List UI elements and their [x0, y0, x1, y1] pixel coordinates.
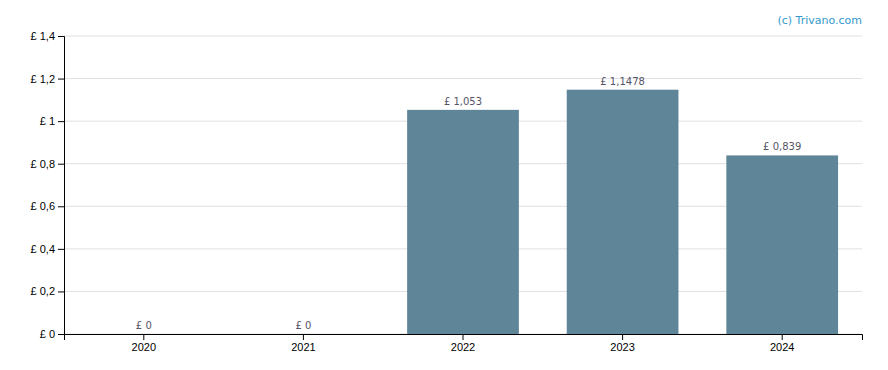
x-tick-label: 2022 [451, 341, 475, 353]
y-tick-mark [58, 206, 64, 207]
y-tick-label: £ 0 [40, 328, 55, 340]
bar [567, 90, 679, 334]
bars [407, 90, 838, 334]
grid-line [64, 78, 862, 79]
x-tick: 2022 [451, 334, 475, 353]
x-axis: 2020 2021 2022 2023 2024 [65, 334, 863, 353]
y-tick-mark [58, 334, 64, 335]
y-tick: £ 0,8 [31, 158, 64, 170]
x-axis-line [65, 335, 863, 341]
y-tick-label: £ 1,2 [31, 73, 55, 85]
grid-line [64, 36, 862, 37]
data-label: £ 0 [136, 320, 152, 331]
x-tick-label: 2023 [610, 341, 634, 353]
data-label: £ 0,839 [763, 141, 801, 152]
bar [726, 155, 838, 334]
bar [407, 110, 519, 334]
y-tick-label: £ 1,4 [31, 30, 55, 42]
y-tick: £ 1 [40, 115, 64, 127]
data-label: £ 1,1478 [600, 76, 645, 87]
x-tick-mark [782, 334, 783, 340]
x-tick-mark [143, 334, 144, 340]
watermark: (c) Trivano.com [777, 14, 862, 27]
x-tick-label: 2021 [291, 341, 315, 353]
y-tick-mark [58, 164, 64, 165]
y-tick-mark [58, 121, 64, 122]
chart: £ 0 £ 0,2 £ 0,4 £ 0,6 £ 0,8 £ 1 £ 1,2 £ 1,4 2020… [0, 0, 888, 370]
x-tick: 2023 [610, 334, 634, 353]
y-tick: £ 0,2 [31, 285, 64, 297]
y-axis: £ 0 £ 0,2 £ 0,4 £ 0,6 £ 0,8 £ 1 £ 1,2 £ 1,4 [31, 30, 65, 340]
data-labels: £ 0 £ 0 £ 1,053 £ 1,1478 £ 0,839 [136, 76, 801, 331]
y-tick-mark [58, 291, 64, 292]
y-tick-label: £ 0,2 [31, 285, 55, 297]
y-tick-mark [58, 249, 64, 250]
y-tick: £ 0 [40, 328, 64, 340]
x-tick: 2021 [291, 334, 315, 353]
y-tick: £ 0,6 [31, 200, 64, 212]
bar [88, 334, 200, 335]
x-tick-mark [463, 334, 464, 340]
plot: £ 0 £ 0,2 £ 0,4 £ 0,6 £ 0,8 £ 1 £ 1,2 £ 1,4 2020… [31, 14, 863, 353]
y-tick-mark [58, 79, 64, 80]
y-tick-label: £ 0,8 [31, 158, 55, 170]
data-label: £ 0 [295, 320, 311, 331]
x-tick: 2020 [132, 334, 156, 353]
data-label: £ 1,053 [444, 96, 482, 107]
y-tick-label: £ 0,6 [31, 200, 55, 212]
y-tick-label: £ 1 [40, 115, 55, 127]
y-tick: £ 1,2 [31, 73, 64, 85]
x-tick-mark [303, 334, 304, 340]
y-tick: £ 1,4 [31, 30, 64, 42]
bar [248, 334, 360, 335]
y-axis-line [58, 37, 65, 335]
y-tick-mark [58, 36, 64, 37]
y-tick-label: £ 0,4 [31, 243, 55, 255]
x-tick-label: 2024 [770, 341, 794, 353]
x-tick-label: 2020 [132, 341, 156, 353]
y-tick: £ 0,4 [31, 243, 64, 255]
x-tick-mark [622, 334, 623, 340]
annotations: (c) Trivano.com [777, 14, 862, 27]
grid [64, 36, 862, 334]
x-tick: 2024 [770, 334, 794, 353]
